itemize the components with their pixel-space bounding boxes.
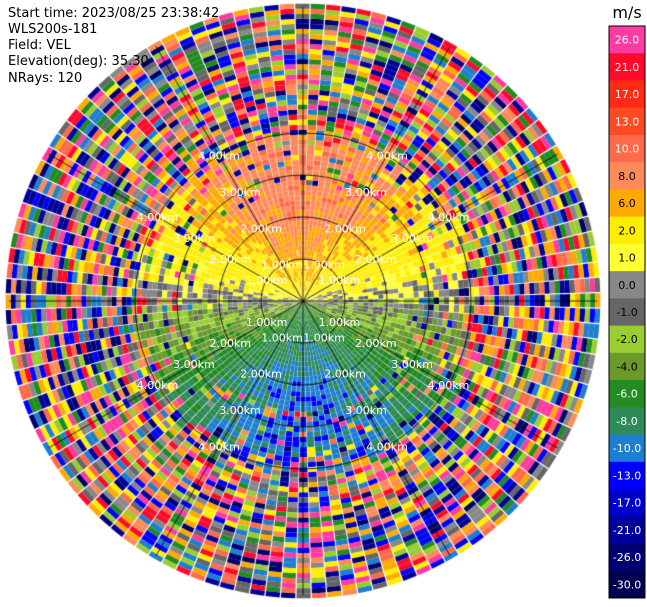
elevation-label: Elevation(deg): 35.30	[8, 54, 149, 69]
nrays-label: NRays: 120	[8, 71, 83, 86]
start-time-label: Start time: 2023/08/25 23:38:42	[8, 6, 220, 21]
instrument-label: WLS200s-181	[8, 22, 98, 37]
field-label: Field: VEL	[8, 38, 71, 53]
